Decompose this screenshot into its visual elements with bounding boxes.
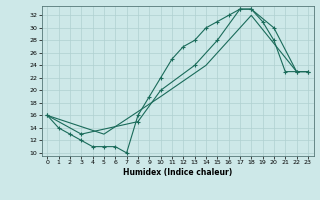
X-axis label: Humidex (Indice chaleur): Humidex (Indice chaleur) (123, 168, 232, 177)
